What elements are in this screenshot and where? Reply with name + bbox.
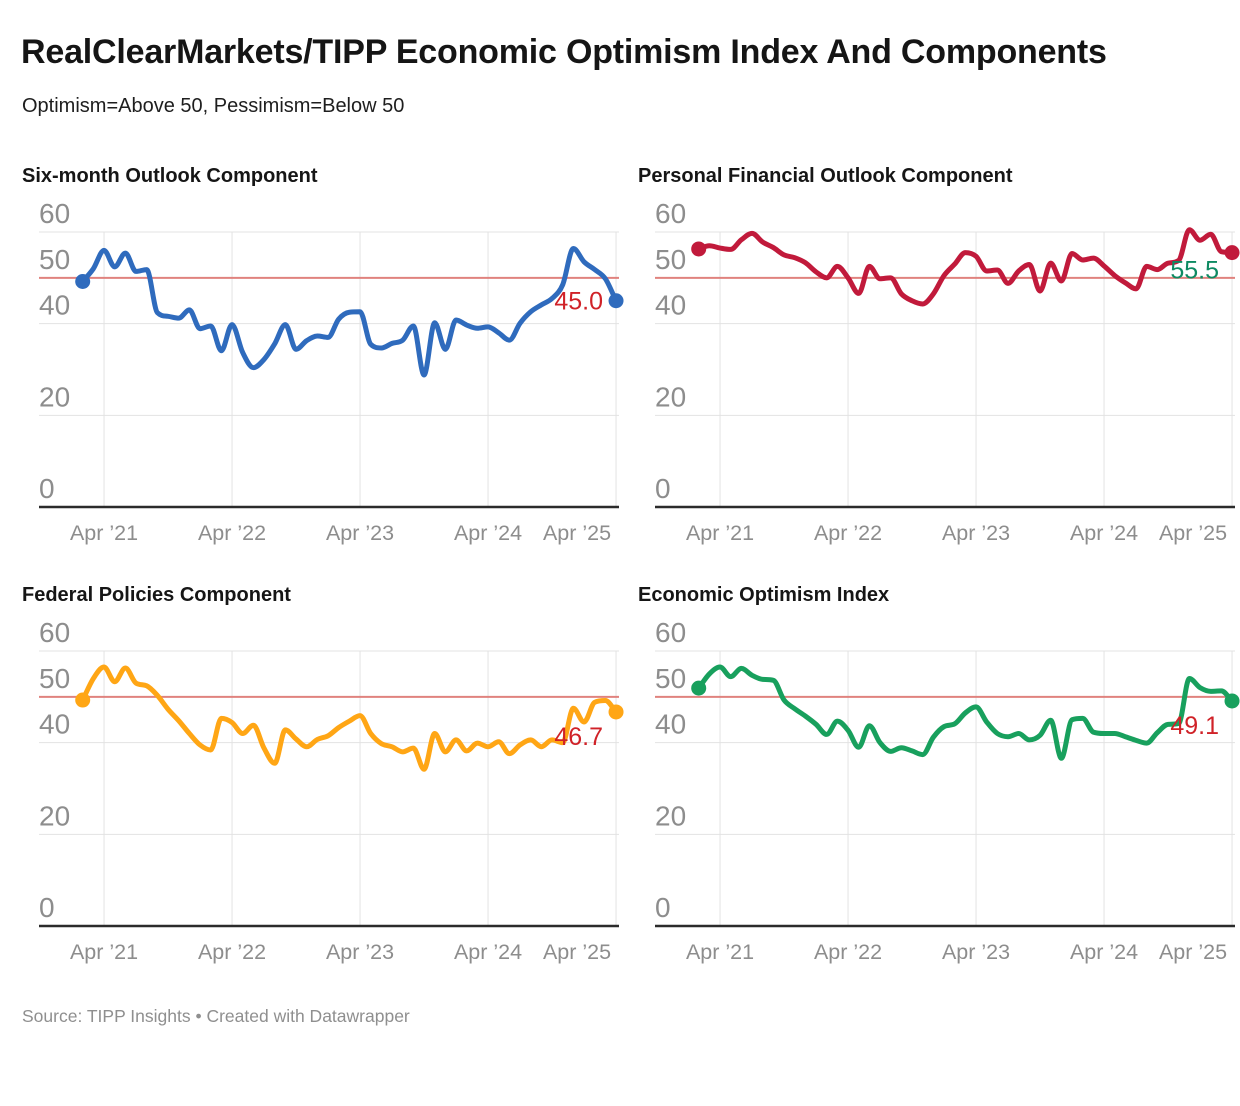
series-line (696, 664, 1235, 761)
y-tick-label: 50 (39, 663, 70, 694)
x-tick-label: Apr ’22 (198, 521, 266, 545)
line-chart: 60 50 40 20 0 Apr ’21 Apr ’22 Apr ’23 Apr ’24 Apr… (655, 617, 1240, 964)
y-tick-label: 20 (655, 800, 686, 831)
panel-title: Six-month Outlook Component (22, 165, 318, 187)
y-tick-label: 0 (655, 892, 671, 923)
series-line (80, 246, 619, 378)
chart-panel: Federal Policies Component 60 50 40 20 0 Apr ’… (21, 583, 624, 975)
x-tick-label: Apr ’21 (70, 940, 138, 964)
panel-title: Personal Financial Outlook Component (638, 165, 1013, 187)
series-start-point (75, 273, 91, 289)
series-end-point (608, 293, 624, 309)
series-end-point (1224, 693, 1240, 709)
y-tick-label: 40 (655, 290, 686, 321)
series-line (696, 227, 1235, 307)
y-tick-label: 20 (655, 381, 686, 412)
series-end-point (608, 704, 624, 720)
x-tick-label: Apr ’24 (454, 940, 522, 964)
x-tick-label: Apr ’25 (1159, 521, 1227, 545)
x-tick-label: Apr ’23 (942, 940, 1010, 964)
y-tick-label: 40 (39, 290, 70, 321)
y-tick-label: 40 (655, 709, 686, 740)
panel-title: Federal Policies Component (22, 584, 291, 606)
x-tick-label: Apr ’25 (1159, 940, 1227, 964)
y-tick-label: 0 (655, 473, 671, 504)
y-tick-label: 40 (39, 709, 70, 740)
series-end-point (1224, 245, 1240, 261)
line-chart: 60 50 40 20 0 Apr ’21 Apr ’22 Apr ’23 Apr ’24 Apr… (39, 617, 624, 964)
y-tick-label: 20 (39, 800, 70, 831)
source-attribution: Source: TIPP Insights • Created with Dat… (22, 1006, 410, 1026)
x-tick-label: Apr ’22 (814, 521, 882, 545)
last-value-label: 55.5 (1170, 257, 1219, 285)
series-start-point (691, 680, 707, 696)
chart-subtitle: Optimism=Above 50, Pessimism=Below 50 (22, 95, 405, 117)
y-tick-label: 50 (655, 663, 686, 694)
y-tick-label: 0 (39, 892, 55, 923)
y-tick-label: 60 (655, 617, 686, 648)
x-tick-label: Apr ’21 (70, 521, 138, 545)
charts-grid: Six-month Outlook Component 60 50 40 20 0 Apr … (21, 164, 1240, 975)
line-chart: 60 50 40 20 0 Apr ’21 Apr ’22 Apr ’23 Apr ’24 Apr… (39, 198, 624, 545)
x-tick-label: Apr ’21 (686, 940, 754, 964)
chart-panel: Six-month Outlook Component 60 50 40 20 0 Apr … (21, 164, 624, 556)
y-tick-label: 60 (39, 617, 70, 648)
x-tick-label: Apr ’24 (1070, 940, 1138, 964)
line-chart: 60 50 40 20 0 Apr ’21 Apr ’22 Apr ’23 Apr ’24 Apr… (655, 198, 1240, 545)
chart-panel: Personal Financial Outlook Component 60 50… (637, 164, 1240, 556)
x-tick-label: Apr ’22 (814, 940, 882, 964)
chart-figure: RealClearMarkets/TIPP Economic Optimism … (21, 33, 1240, 1026)
chart-panel: Economic Optimism Index 60 50 40 20 0 Apr ’21 A… (637, 583, 1240, 975)
series-line (80, 664, 619, 772)
last-value-label: 45.0 (554, 288, 603, 316)
x-tick-label: Apr ’23 (942, 521, 1010, 545)
y-tick-label: 60 (39, 198, 70, 229)
x-tick-label: Apr ’21 (686, 521, 754, 545)
x-tick-label: Apr ’23 (326, 940, 394, 964)
page-title: RealClearMarkets/TIPP Economic Optimism … (21, 33, 1107, 71)
x-tick-label: Apr ’22 (198, 940, 266, 964)
y-tick-label: 60 (655, 198, 686, 229)
series-start-point (691, 241, 707, 257)
y-tick-label: 0 (39, 473, 55, 504)
x-tick-label: Apr ’25 (543, 521, 611, 545)
panel-title: Economic Optimism Index (638, 584, 890, 606)
x-tick-label: Apr ’24 (1070, 521, 1138, 545)
last-value-label: 49.1 (1170, 712, 1219, 740)
x-tick-label: Apr ’24 (454, 521, 522, 545)
last-value-label: 46.7 (554, 723, 603, 751)
y-tick-label: 50 (39, 244, 70, 275)
x-tick-label: Apr ’25 (543, 940, 611, 964)
y-tick-label: 20 (39, 381, 70, 412)
x-tick-label: Apr ’23 (326, 521, 394, 545)
y-tick-label: 50 (655, 244, 686, 275)
series-start-point (75, 692, 91, 708)
